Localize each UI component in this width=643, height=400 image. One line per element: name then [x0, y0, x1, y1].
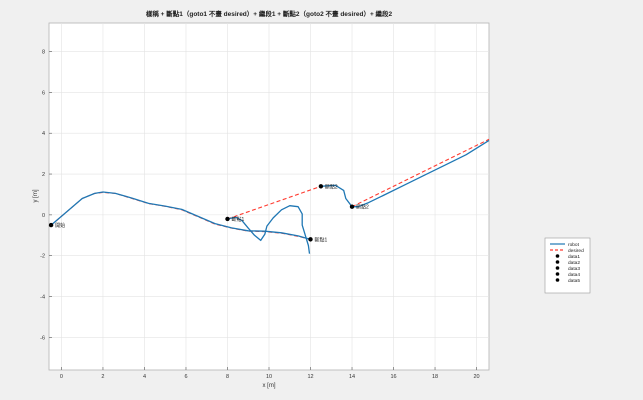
legend-marker-data2 — [555, 260, 560, 264]
y-tick-label: 6 — [42, 90, 45, 96]
x-tick-label: 4 — [143, 374, 146, 380]
point-data5 — [349, 204, 355, 209]
series-robot — [50, 139, 490, 254]
y-tick-label: -6 — [40, 335, 45, 341]
legend-box — [544, 237, 591, 294]
point-label-data3: 斷點1 — [315, 236, 328, 243]
point-label-data5: 斷點2 — [356, 204, 369, 211]
series-robot-line — [320, 139, 490, 208]
x-tick-label: 12 — [307, 374, 313, 380]
legend-marker-data5 — [555, 278, 560, 282]
y-axis-label: y [m] — [33, 189, 39, 202]
y-tick-label: -4 — [40, 295, 45, 301]
x-tick-label: 6 — [184, 374, 187, 380]
series-robot-line — [50, 191, 311, 241]
point-data2 — [225, 216, 230, 222]
legend-label-data5: data5 — [568, 278, 580, 284]
series-layer — [50, 138, 490, 254]
x-tick-label: 14 — [349, 374, 355, 380]
y-tick-label: 0 — [42, 213, 45, 219]
y-tick-label: 2 — [42, 172, 45, 178]
grid — [49, 23, 489, 370]
x-tick-label: 20 — [473, 374, 479, 380]
x-tick-label: 16 — [390, 374, 396, 380]
legend-label-robot: robot — [568, 242, 580, 248]
x-tick-label: 8 — [226, 374, 229, 380]
legend-label-data4: data4 — [568, 272, 580, 278]
point-label-data2: 斷點1 — [231, 216, 244, 223]
legend-marker-data4 — [555, 272, 560, 276]
x-tick-label: 10 — [266, 374, 272, 380]
chart-title: 樣稱 + 斷點1（goto1 不畫 desired）+ 繼段1 + 斷點2（go… — [146, 9, 393, 18]
point-data3 — [308, 237, 313, 242]
x-tick-label: 0 — [60, 374, 63, 380]
series-robot-line — [227, 205, 311, 254]
legend-label-data2: data2 — [568, 260, 580, 266]
point-label-data4: 斷點2 — [325, 183, 338, 190]
point-data4 — [318, 184, 324, 189]
legend-marker-data3 — [555, 266, 560, 270]
x-tick-label: 18 — [432, 374, 438, 380]
x-tick-label: 2 — [101, 374, 104, 380]
y-tick-label: -2 — [40, 254, 45, 260]
legend-label-desired: desired — [568, 248, 584, 254]
point-label-data1: 開始 — [55, 222, 65, 229]
legend-marker-data1 — [555, 254, 560, 258]
x-axis-label: x [m] — [263, 383, 276, 389]
y-tick-label: 8 — [42, 50, 45, 56]
legend-label-data3: data3 — [568, 266, 580, 272]
series-desired-line — [227, 185, 322, 220]
series-desired-line — [351, 138, 490, 208]
y-tick-label: 4 — [42, 131, 45, 137]
ticks-layer: 0 2 4 6 8 10 12 14 16 18 20 -6 -4 -2 0 2 4 6 8 — [40, 50, 480, 380]
point-data1 — [48, 222, 54, 228]
legend-label-data1: data1 — [568, 254, 580, 260]
